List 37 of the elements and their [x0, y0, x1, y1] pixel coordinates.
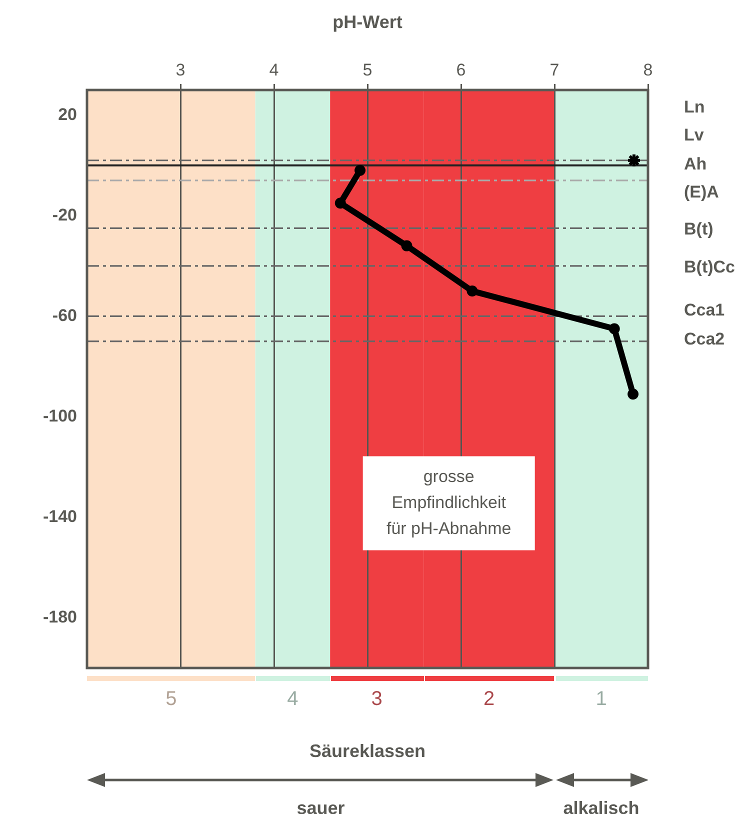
y-tick-label: -140 — [42, 506, 77, 526]
x-tick-label: 4 — [269, 60, 279, 80]
text: B(t)Cc — [684, 258, 735, 277]
text: Cca1 — [684, 300, 725, 320]
text: (E)A — [684, 182, 719, 202]
text: Ln — [684, 98, 705, 117]
y-tick-label: -60 — [52, 306, 77, 325]
point — [334, 198, 346, 209]
band-label: 5 — [164, 688, 178, 711]
x-tick-label: 3 — [176, 60, 186, 80]
x-tick-label: 7 — [550, 60, 560, 80]
y-tick-label: 20 — [58, 104, 77, 124]
y-tick-label: -180 — [42, 607, 77, 626]
text: sauer — [296, 798, 345, 814]
annotation: grosse Empfindlichkeit für pH-Abnahme — [386, 466, 512, 538]
legend-label: 3 — [370, 688, 384, 711]
x-tick-label: 5 — [362, 60, 372, 80]
x-axis-title: pH-Wert — [332, 12, 402, 32]
text: alkalisch — [563, 798, 640, 814]
point — [354, 164, 366, 176]
text: Lv — [684, 126, 704, 145]
text: Cca2 — [684, 330, 725, 349]
x-tick-label: 6 — [456, 60, 466, 80]
point — [626, 152, 642, 168]
legend-label: 1 — [594, 688, 608, 711]
text: B(t) — [684, 220, 714, 239]
text: Ah — [684, 154, 707, 174]
x-tick-label: 8 — [643, 60, 653, 80]
point — [401, 240, 412, 252]
point — [608, 323, 620, 334]
text: Säureklassen — [309, 740, 426, 761]
point — [628, 388, 639, 400]
y-tick-label: -20 — [52, 205, 77, 224]
legend-label: 4 — [286, 688, 300, 711]
band-label: 2 — [482, 688, 496, 711]
y-tick-label: -100 — [42, 406, 77, 426]
point — [466, 286, 478, 297]
